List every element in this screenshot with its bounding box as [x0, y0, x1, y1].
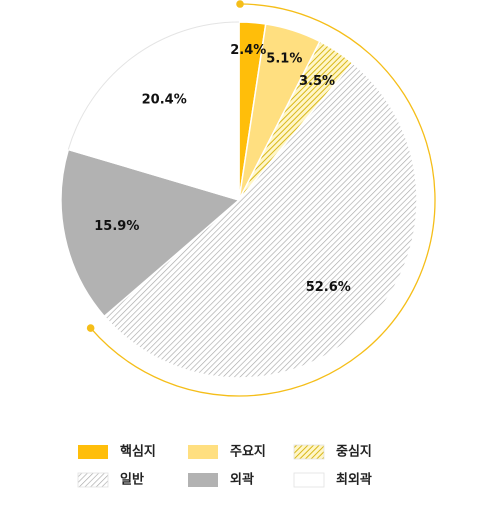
legend-swatch-6	[293, 472, 325, 488]
value-label-5: 15.9%	[94, 219, 139, 234]
bracket-arc-group	[86, 0, 436, 397]
legend-label-3: 중심지	[336, 444, 372, 460]
legend-swatch-1	[78, 445, 108, 459]
bracket-start-dot	[236, 0, 244, 8]
slice-6-outline	[67, 21, 240, 150]
legend-item-1: 핵심지	[78, 444, 156, 460]
legend-label-1: 핵심지	[120, 444, 156, 460]
legend-label-2: 주요지	[230, 445, 266, 460]
legend-label-6: 최외곽	[336, 472, 372, 488]
legend-swatch-5	[188, 473, 218, 487]
pie-slices	[60, 21, 418, 379]
legend-item-2: 주요지	[188, 445, 266, 460]
legend-item-6: 최외곽	[293, 472, 372, 488]
legend-item-4: 일반	[77, 472, 144, 488]
legend-label-5: 외곽	[230, 472, 254, 488]
legend-label-4: 일반	[120, 472, 144, 488]
legend-swatch-4	[77, 472, 109, 488]
slice-4	[103, 61, 418, 379]
value-label-3: 3.5%	[299, 74, 335, 89]
legend-item-5: 외곽	[188, 472, 254, 488]
value-label-4: 52.6%	[306, 280, 351, 295]
bracket-end-dot	[86, 324, 95, 332]
legend-item-3: 중심지	[293, 444, 372, 460]
slice-5	[60, 148, 241, 318]
legend-swatch-2	[188, 445, 218, 459]
value-label-6: 20.4%	[142, 92, 187, 107]
value-label-1: 2.4%	[230, 43, 266, 58]
bracket-arc	[90, 3, 436, 397]
pie-value-labels: 2.4%5.1% 3.5% 52.6% 15.9% 20.4%	[94, 43, 351, 295]
legend-swatch-3	[293, 444, 325, 460]
value-label-2: 5.1%	[266, 52, 302, 67]
